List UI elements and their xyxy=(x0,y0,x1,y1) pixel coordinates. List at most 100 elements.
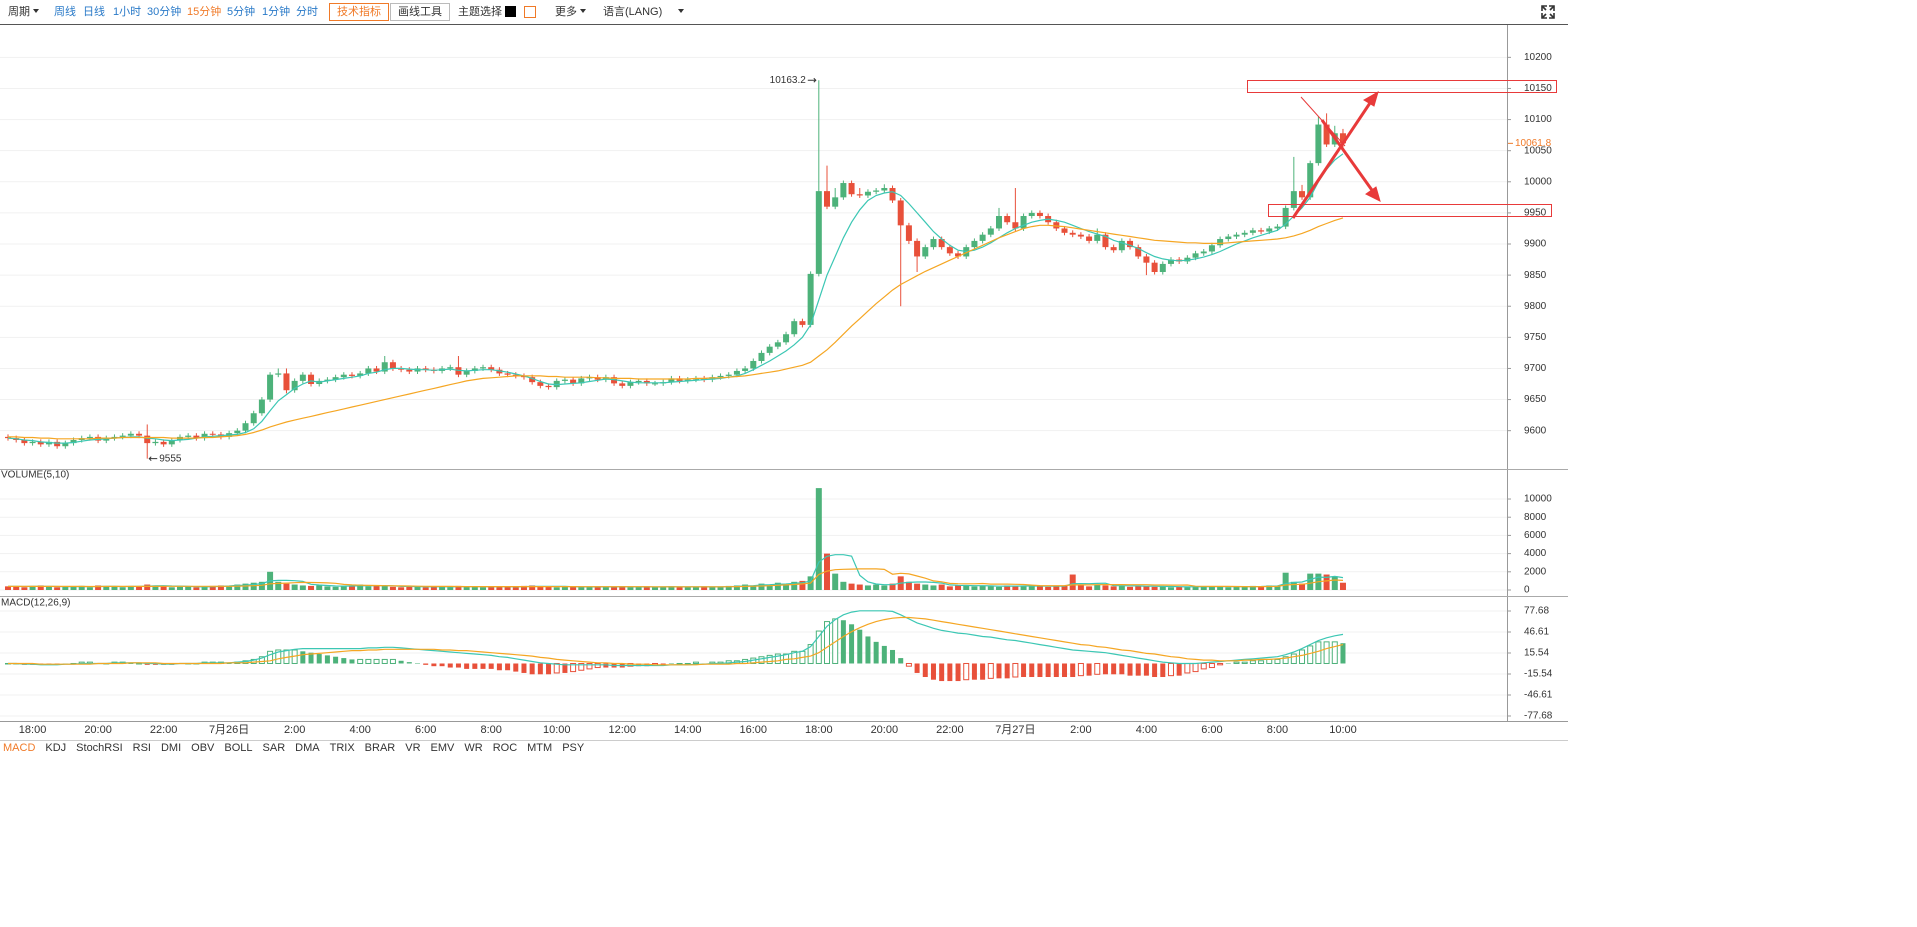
y-tick-label: 9600 xyxy=(1524,425,1547,436)
period-option[interactable]: 日线 xyxy=(83,6,105,18)
volume-bar xyxy=(963,585,970,590)
candle-body xyxy=(1061,228,1068,233)
candle-body xyxy=(152,441,159,444)
period-label[interactable]: 周期 xyxy=(8,6,30,18)
indicator-tab[interactable]: PSY xyxy=(562,742,585,754)
indicator-tab[interactable]: BOLL xyxy=(224,742,253,754)
indicator-tab[interactable]: ROC xyxy=(492,742,518,754)
x-tick-label: 20:00 xyxy=(84,724,112,736)
more-menu[interactable]: 更多 xyxy=(555,6,577,18)
y-tick-label: 9800 xyxy=(1524,301,1547,312)
indicator-line xyxy=(8,554,1344,588)
candle-body xyxy=(193,435,200,439)
volume-bar xyxy=(545,586,552,590)
indicator-tab[interactable]: BRAR xyxy=(364,742,396,754)
macd-bar xyxy=(1152,663,1158,678)
candle-body xyxy=(1192,253,1199,258)
x-tick-label: 18:00 xyxy=(805,724,833,736)
macd-bar xyxy=(341,658,347,664)
indicator-tab[interactable]: MACD xyxy=(3,742,36,754)
period-option[interactable]: 周线 xyxy=(54,6,76,18)
candle-body xyxy=(389,362,396,369)
language-menu[interactable]: 语言(LANG) xyxy=(603,6,663,18)
volume-bar xyxy=(242,583,249,590)
volume-bar xyxy=(750,585,757,590)
volume-bar xyxy=(29,585,36,590)
volume-bar xyxy=(692,587,699,590)
macd-bar xyxy=(128,663,134,664)
period-option[interactable]: 5分钟 xyxy=(227,6,256,18)
volume-bar xyxy=(758,583,765,590)
indicator-button[interactable]: 技术指标 xyxy=(329,3,389,21)
indicator-tab[interactable]: StochRSI xyxy=(76,742,123,754)
volume-bar xyxy=(1151,586,1158,590)
theme-light[interactable] xyxy=(524,6,536,18)
period-option[interactable]: 15分钟 xyxy=(187,6,222,18)
macd-bar xyxy=(890,649,896,664)
indicator-tab[interactable]: VR xyxy=(405,742,421,754)
indicator-tab[interactable]: KDJ xyxy=(45,742,67,754)
macd-bar xyxy=(562,663,568,673)
macd-bar xyxy=(267,650,274,664)
macd-bar xyxy=(865,636,871,664)
volume-bar xyxy=(848,583,855,590)
candle-body xyxy=(275,373,282,375)
macd-bar xyxy=(472,663,478,669)
volume-bar xyxy=(709,586,716,590)
theme-dark[interactable] xyxy=(505,6,516,17)
fullscreen-icon[interactable] xyxy=(1541,5,1555,19)
candle-body xyxy=(365,368,372,374)
drawing-button[interactable]: 画线工具 xyxy=(390,3,450,21)
indicator-tab[interactable]: SAR xyxy=(262,742,286,754)
candle-body xyxy=(774,342,781,347)
volume-bar xyxy=(1069,574,1076,590)
macd-bar xyxy=(668,663,674,664)
candle-body xyxy=(824,191,830,207)
period-option[interactable]: 1小时 xyxy=(113,6,142,18)
indicator-tab[interactable]: WR xyxy=(464,742,483,754)
macd-bar xyxy=(603,663,609,668)
candle-body xyxy=(1299,191,1306,198)
volume-bar xyxy=(832,573,839,590)
macd-bar xyxy=(905,662,912,667)
volume-bar xyxy=(1241,586,1248,590)
volume-bar xyxy=(578,587,585,590)
candle-body xyxy=(504,373,511,375)
indicator-tab[interactable]: RSI xyxy=(132,742,151,754)
volume-bar xyxy=(676,587,683,590)
volume-bar xyxy=(733,585,740,590)
candle-body xyxy=(45,441,52,445)
y-tick-label: -77.68 xyxy=(1524,711,1553,722)
volume-bar xyxy=(103,586,110,590)
volume-bar xyxy=(258,581,265,590)
indicator-tab[interactable]: EMV xyxy=(430,742,455,754)
indicator-tab[interactable]: MTM xyxy=(527,742,553,754)
indicator-tab[interactable]: TRIX xyxy=(329,742,355,754)
macd-bar xyxy=(1062,663,1068,678)
candle-body xyxy=(21,440,28,444)
candle-body xyxy=(529,377,536,383)
period-option[interactable]: 1分钟 xyxy=(262,6,291,18)
volume-bar xyxy=(471,586,478,590)
macd-bar xyxy=(1184,662,1191,674)
macd-bar xyxy=(1167,662,1174,677)
volume-bar xyxy=(488,586,495,590)
period-option[interactable]: 30分钟 xyxy=(147,6,182,18)
indicator-tab[interactable]: DMI xyxy=(160,742,182,754)
period-option[interactable]: 分时 xyxy=(296,6,318,18)
indicator-tab[interactable]: OBV xyxy=(191,742,215,754)
macd-bar xyxy=(529,663,535,675)
volume-bar xyxy=(643,586,650,590)
volume-bar xyxy=(332,586,339,590)
indicator-tab[interactable]: DMA xyxy=(295,742,320,754)
volume-bar xyxy=(176,586,183,590)
macd-bar xyxy=(684,662,691,665)
volume-bar xyxy=(160,586,167,590)
volume-bar xyxy=(111,586,118,590)
macd-bar xyxy=(505,663,511,671)
candle-body xyxy=(332,377,339,380)
volume-bar xyxy=(1307,573,1314,590)
volume-bar xyxy=(1200,586,1207,590)
candle-body xyxy=(1077,234,1084,237)
